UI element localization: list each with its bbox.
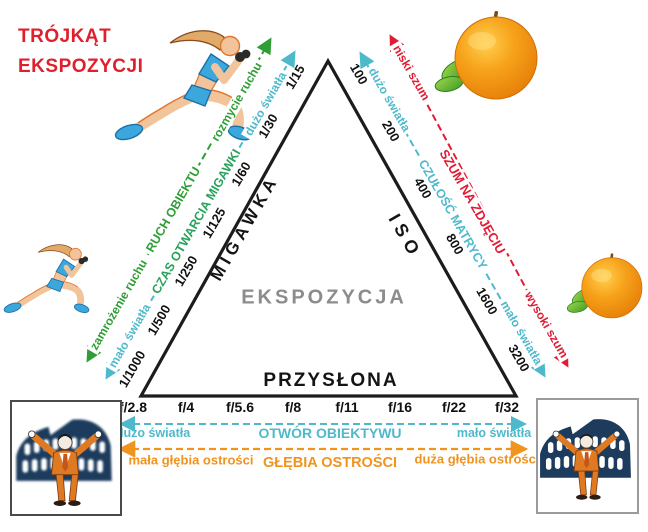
portrait-sharp-colosseum-icon: [536, 398, 639, 514]
fstop-value: f/16: [387, 399, 413, 415]
portrait-blurred-colosseum-icon: [10, 400, 122, 516]
fstop-value: f/8: [284, 399, 302, 415]
fstop-value: f/11: [335, 399, 359, 415]
aperture-low-light-label: mało światła: [456, 426, 532, 440]
orange-fruit-low-noise-icon: [433, 10, 538, 100]
fstop-value: f/4: [177, 399, 195, 415]
page-title-line2: EKSPOZYCJI: [18, 56, 144, 77]
exposure-center-label: EKSPOZYCJA: [241, 286, 407, 309]
lens-opening-label: OTWÓR OBIEKTYWU: [258, 425, 402, 441]
page-title-line1: TRÓJKĄT: [18, 26, 112, 47]
running-woman-motion-blur-icon: [114, 31, 254, 143]
fstop-value: f/5.6: [225, 399, 255, 415]
orange-fruit-high-noise-icon: [565, 252, 643, 319]
aperture-axis-label: PRZYSŁONA: [263, 370, 399, 391]
fstop-value: f/32: [494, 399, 520, 415]
fstop-value: f/2.8: [118, 399, 148, 415]
shallow-dof-label: mała głębia ostrości: [128, 452, 254, 468]
depth-of-field-label: GŁĘBIA OSTROŚCI: [263, 455, 397, 471]
fstop-value: f/22: [441, 399, 467, 415]
running-woman-frozen-motion-icon: [3, 245, 90, 315]
deep-dof-label: duża głębia ostrości: [414, 451, 540, 467]
aperture-much-light-label: dużo światła: [115, 426, 191, 440]
